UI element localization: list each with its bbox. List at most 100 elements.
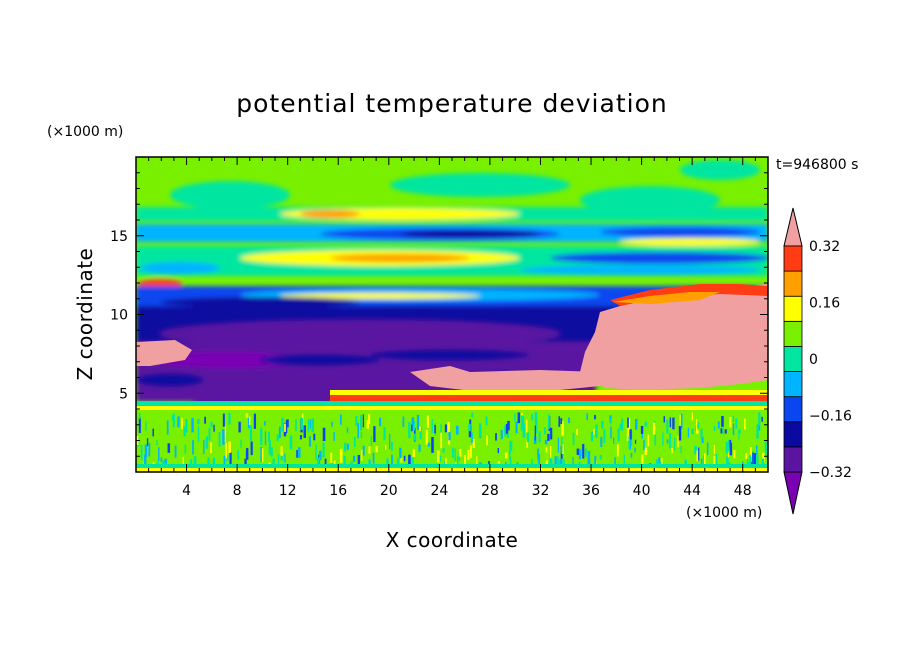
turbulent-streak (717, 421, 720, 429)
turbulent-streak (762, 452, 765, 463)
colorbar-tick-label: −0.16 (809, 409, 852, 425)
turbulent-streak (183, 426, 186, 437)
turbulent-streak (145, 421, 147, 431)
turbulent-streak (561, 437, 563, 453)
turbulent-streak (309, 419, 311, 429)
turbulent-streak (419, 426, 421, 432)
x-tick-label: 44 (683, 483, 701, 499)
turbulent-streak (735, 418, 738, 429)
turbulent-streak (507, 433, 509, 438)
turbulent-streak (164, 458, 167, 464)
turbulent-streak (534, 425, 536, 441)
turbulent-streak (476, 456, 478, 468)
turbulent-streak (447, 421, 450, 433)
turbulent-streak (452, 447, 454, 459)
x-axis-ticks: 4 8 12 16 20 24 28 32 36 40 44 48 (148, 157, 756, 499)
turbulent-streak (308, 436, 311, 447)
turbulent-streak (495, 433, 497, 441)
turbulent-streak (504, 425, 507, 437)
turbulent-streak (260, 446, 263, 462)
turbulent-streak (157, 459, 159, 465)
turbulent-streak (331, 421, 333, 427)
turbulent-streak (560, 418, 563, 425)
turbulent-streak (333, 431, 335, 441)
turbulent-streak (680, 445, 682, 454)
turbulent-streak (459, 448, 462, 457)
turbulent-streak (680, 413, 683, 429)
turbulent-streak (485, 416, 488, 426)
turbulent-streak (419, 427, 422, 440)
turbulent-streak (722, 426, 724, 435)
turbulent-streak (299, 435, 302, 440)
turbulent-streak (182, 456, 184, 468)
turbulent-streak (672, 417, 675, 430)
turbulent-streak (594, 414, 596, 420)
turbulent-streak (185, 419, 188, 433)
turbulent-streak (425, 429, 429, 445)
turbulent-streak (197, 426, 200, 442)
turbulent-streak (584, 448, 587, 457)
turbulent-streak (582, 443, 585, 459)
turbulent-streak (764, 441, 767, 455)
turbulent-streak (556, 456, 559, 470)
x-tick-label: 20 (380, 483, 398, 499)
turbulent-streak (246, 448, 249, 460)
turbulent-streak (389, 433, 391, 450)
turbulent-streak (222, 413, 225, 427)
turbulent-streak (268, 439, 271, 455)
turbulent-streak (757, 423, 761, 431)
x-axis-label: X coordinate (386, 528, 519, 552)
colorbar-swatch (783, 245, 803, 272)
turbulent-streak (391, 454, 393, 471)
y-axis-label: Z coordinate (73, 248, 97, 381)
turbulent-streak (550, 427, 553, 440)
turbulent-streak (445, 458, 447, 466)
turbulent-streak (603, 429, 606, 444)
turbulent-streak (662, 432, 664, 446)
turbulent-streak (749, 455, 751, 471)
turbulent-streak (738, 430, 740, 440)
turbulent-streak (575, 429, 579, 435)
turbulent-streak (545, 446, 548, 453)
turbulent-streak (439, 455, 442, 462)
turbulent-streak (610, 426, 612, 439)
turbulent-streak (621, 418, 624, 431)
turbulent-streak (614, 457, 616, 466)
turbulent-streak (733, 449, 736, 459)
turbulent-streak (677, 435, 679, 448)
turbulent-streak (373, 426, 376, 443)
turbulent-streak (148, 442, 151, 457)
x-tick-label: 40 (633, 483, 651, 499)
turbulent-streak (253, 413, 257, 429)
turbulent-streak (444, 424, 448, 433)
turbulent-streak (297, 447, 301, 458)
turbulent-streak (379, 417, 382, 427)
turbulent-streak (229, 452, 232, 468)
turbulent-streak (534, 419, 538, 434)
turbulent-streak (696, 422, 700, 428)
turbulent-streak (247, 418, 250, 429)
turbulent-streak (590, 431, 594, 442)
turbulent-streak (515, 421, 518, 434)
turbulent-streak (210, 421, 213, 428)
turbulent-streak (666, 419, 669, 434)
turbulent-streak (576, 448, 580, 455)
turbulent-streak (244, 458, 247, 467)
turbulent-streak (525, 419, 528, 433)
colorbar-swatch (783, 421, 803, 448)
turbulent-streak (472, 439, 475, 448)
turbulent-streak (193, 456, 197, 465)
turbulent-streak (616, 444, 619, 457)
turbulent-streak (224, 426, 227, 442)
x-tick-label: 28 (481, 483, 499, 499)
turbulent-streak (144, 454, 147, 471)
turbulent-streak (402, 416, 405, 427)
turbulent-streak (416, 414, 420, 430)
turbulent-streak (674, 437, 676, 451)
turbulent-streak (715, 453, 718, 466)
turbulent-streak (391, 441, 393, 451)
turbulent-streak (442, 448, 445, 453)
turbulent-streak (353, 436, 356, 447)
turbulent-streak (756, 455, 759, 466)
turbulent-streak (146, 438, 149, 447)
